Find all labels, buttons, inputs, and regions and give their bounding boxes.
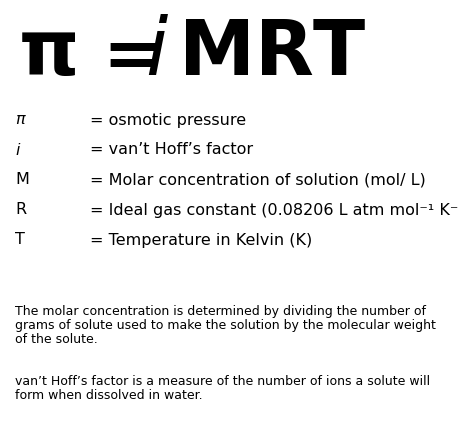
Text: = Molar concentration of solution (mol/ L): = Molar concentration of solution (mol/ …: [90, 173, 425, 187]
Text: grams of solute used to make the solution by the molecular weight: grams of solute used to make the solutio…: [15, 319, 435, 332]
Text: $\mathbf{=}$: $\mathbf{=}$: [88, 21, 157, 90]
Text: = Temperature in Kelvin (K): = Temperature in Kelvin (K): [90, 232, 312, 247]
Text: = van’t Hoff’s factor: = van’t Hoff’s factor: [90, 142, 252, 157]
Text: R: R: [15, 202, 26, 218]
Text: M: M: [15, 173, 29, 187]
Text: $\mathit{i}$: $\mathit{i}$: [15, 142, 21, 158]
Text: form when dissolved in water.: form when dissolved in water.: [15, 389, 202, 402]
Text: = Ideal gas constant (0.08206 L atm mol⁻¹ K⁻¹): = Ideal gas constant (0.08206 L atm mol⁻…: [90, 202, 459, 218]
Text: $\pi$: $\pi$: [15, 111, 27, 128]
Text: = osmotic pressure: = osmotic pressure: [90, 112, 246, 128]
Text: $\mathbf{MRT}$: $\mathbf{MRT}$: [178, 17, 366, 91]
Text: The molar concentration is determined by dividing the number of: The molar concentration is determined by…: [15, 305, 425, 318]
Text: $\mathit{i}$: $\mathit{i}$: [145, 14, 168, 92]
Text: T: T: [15, 232, 25, 247]
Text: of the solute.: of the solute.: [15, 333, 98, 346]
Text: $\mathbf{\pi}$: $\mathbf{\pi}$: [18, 17, 76, 91]
Text: van’t Hoff’s factor is a measure of the number of ions a solute will: van’t Hoff’s factor is a measure of the …: [15, 375, 429, 388]
